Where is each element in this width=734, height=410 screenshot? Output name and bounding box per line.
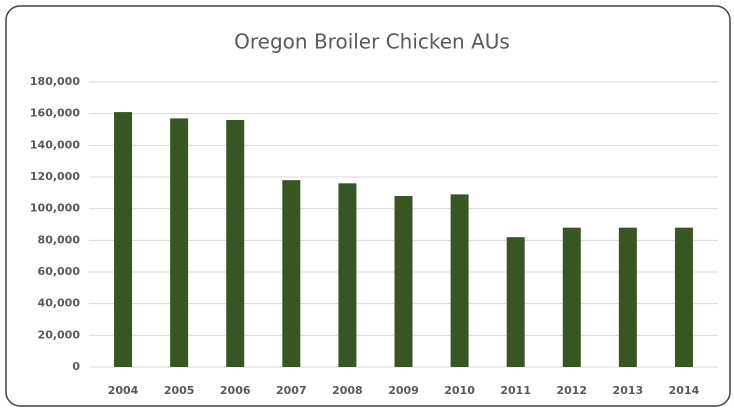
x-tick-label: 2008	[332, 384, 363, 397]
x-tick-label: 2004	[108, 384, 139, 397]
y-tick-label: 40,000	[38, 297, 81, 310]
x-tick-label: 2009	[388, 384, 419, 397]
y-tick-label: 80,000	[38, 233, 81, 246]
bar	[450, 194, 469, 367]
y-tick-label: 140,000	[30, 138, 80, 151]
x-tick-label: 2014	[669, 384, 700, 397]
x-tick-label: 2006	[220, 384, 251, 397]
chart-title: Oregon Broiler Chicken AUs	[234, 30, 510, 54]
y-tick-label: 180,000	[30, 75, 80, 88]
bar	[170, 118, 189, 368]
x-tick-label: 2013	[613, 384, 644, 397]
x-tick-label: 2007	[276, 384, 307, 397]
x-tick-label: 2012	[556, 384, 587, 397]
bar	[674, 227, 693, 367]
bar	[226, 120, 245, 367]
y-tick-label: 160,000	[30, 107, 80, 120]
bar	[618, 227, 637, 367]
y-tick-label: 120,000	[30, 170, 80, 183]
x-tick-label: 2005	[164, 384, 195, 397]
y-tick-label: 20,000	[38, 328, 81, 341]
bar	[394, 196, 413, 367]
bar	[338, 183, 357, 367]
x-tick-label: 2010	[444, 384, 475, 397]
bar	[562, 227, 581, 367]
y-tick-label: 0	[72, 360, 80, 373]
bar	[506, 237, 525, 367]
x-tick-label: 2011	[500, 384, 531, 397]
bar	[114, 112, 133, 367]
bar	[282, 180, 301, 367]
y-tick-label: 100,000	[30, 202, 80, 215]
y-tick-label: 60,000	[38, 265, 81, 278]
